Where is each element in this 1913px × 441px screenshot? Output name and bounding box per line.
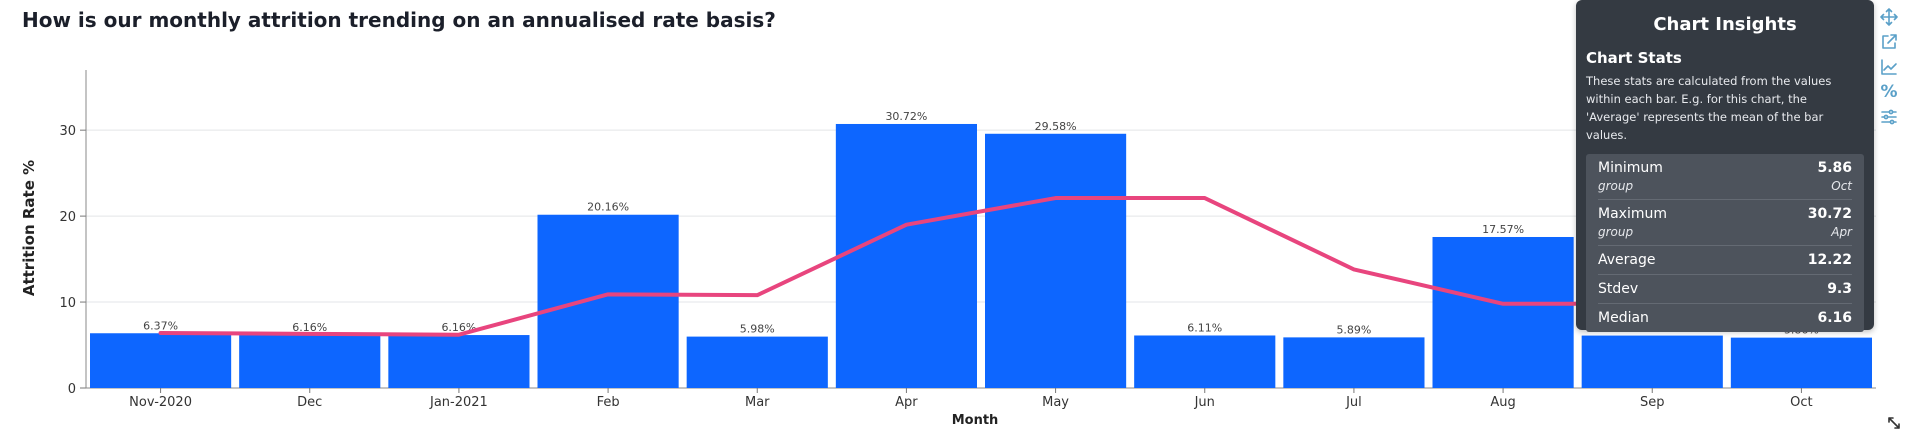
x-tick-label: Jan-2021: [429, 395, 488, 410]
stat-sub-label: group: [1598, 225, 1634, 239]
stat-sub-value: Oct: [1831, 179, 1852, 193]
x-tick-label: Aug: [1490, 395, 1515, 410]
bar-value-label: 6.11%: [1187, 321, 1222, 334]
stat-name: Stdev: [1598, 281, 1639, 297]
bar: [985, 133, 1127, 388]
stat-name: Maximum: [1598, 206, 1667, 222]
stat-value: 5.86: [1817, 160, 1852, 176]
bar-value-label: 6.16%: [292, 321, 327, 334]
stat-row-median: Median 6.16: [1598, 304, 1852, 332]
insights-title: Chart Insights: [1653, 14, 1797, 35]
bar-value-label: 5.98%: [740, 323, 775, 336]
stat-sub-label: group: [1598, 179, 1634, 193]
bar: [1730, 337, 1872, 388]
stats-description: These stats are calculated from the valu…: [1586, 74, 1832, 142]
bar: [1134, 335, 1276, 388]
sliders-icon[interactable]: [1880, 108, 1898, 126]
stat-value: 30.72: [1807, 206, 1852, 222]
chart-toolbar: %: [1877, 8, 1901, 126]
stat-row-average: Average 12.22: [1598, 246, 1852, 275]
stat-value: 6.16: [1817, 310, 1852, 326]
bar-value-label: 5.89%: [1336, 323, 1371, 336]
percent-icon[interactable]: %: [1880, 82, 1898, 102]
x-tick-label: Jun: [1194, 395, 1215, 410]
bar-value-label: 17.57%: [1482, 223, 1524, 236]
bar: [537, 214, 679, 388]
trend-line-group: [158, 196, 1804, 337]
bar: [90, 333, 232, 388]
x-tick-label: Dec: [297, 395, 322, 410]
stat-row-maximum: Maximum 30.72 group Apr: [1598, 200, 1852, 246]
bar-value-label: 30.72%: [885, 110, 927, 123]
bar-value-label: 29.58%: [1035, 120, 1077, 133]
chart-insights-panel: Chart Insights Chart Stats These stats a…: [1576, 0, 1874, 332]
move-icon[interactable]: [1880, 8, 1898, 26]
bar: [1581, 335, 1723, 388]
stat-value: 12.22: [1807, 252, 1852, 268]
y-tick-label: 30: [59, 124, 76, 139]
bar-value-label: 20.16%: [587, 201, 629, 214]
stat-value: 9.3: [1827, 281, 1852, 297]
trend-chart-icon[interactable]: [1880, 58, 1898, 76]
bar-value-label: 6.37%: [143, 319, 178, 332]
bar: [239, 335, 381, 388]
x-tick-label: Sep: [1640, 395, 1665, 410]
y-tick-label: 20: [59, 210, 76, 225]
x-tick-label: May: [1042, 395, 1069, 410]
bar: [835, 123, 977, 388]
stat-name: Average: [1598, 252, 1656, 268]
stats-table: Minimum 5.86 group Oct Maximum 30.72 gro…: [1586, 154, 1864, 332]
external-link-icon[interactable]: [1880, 33, 1898, 51]
x-tick-label: Oct: [1790, 395, 1812, 410]
stat-row-minimum: Minimum 5.86 group Oct: [1598, 154, 1852, 200]
x-tick-label: Mar: [745, 395, 770, 410]
bar: [1432, 236, 1574, 388]
y-tick-label: 10: [59, 296, 76, 311]
x-axis-label: Month: [952, 413, 999, 428]
resize-icon[interactable]: [1886, 415, 1902, 431]
stat-name: Minimum: [1598, 160, 1663, 176]
tick-labels: 0 10 20 30 Nov-2020 Dec Jan-2021 Feb Mar Apr May Ju…: [59, 124, 1812, 410]
stat-sub-value: Apr: [1831, 225, 1852, 239]
bar: [388, 335, 530, 388]
bars: [90, 123, 1872, 388]
axes: [80, 70, 1876, 393]
page-title: How is our monthly attrition trending on…: [22, 8, 776, 32]
y-axis-label: Attrition Rate %: [20, 160, 38, 296]
trend-line: [158, 196, 1804, 337]
bar: [686, 336, 828, 388]
x-tick-label: Feb: [597, 395, 620, 410]
stat-name: Median: [1598, 310, 1649, 326]
y-tick-label: 0: [68, 382, 76, 397]
x-tick-label: Apr: [895, 395, 918, 410]
bar: [1283, 337, 1425, 388]
stat-row-stdev: Stdev 9.3: [1598, 275, 1852, 304]
stats-heading: Chart Stats: [1586, 49, 1682, 67]
x-tick-label: Jul: [1345, 395, 1362, 410]
x-tick-label: Nov-2020: [129, 395, 192, 410]
